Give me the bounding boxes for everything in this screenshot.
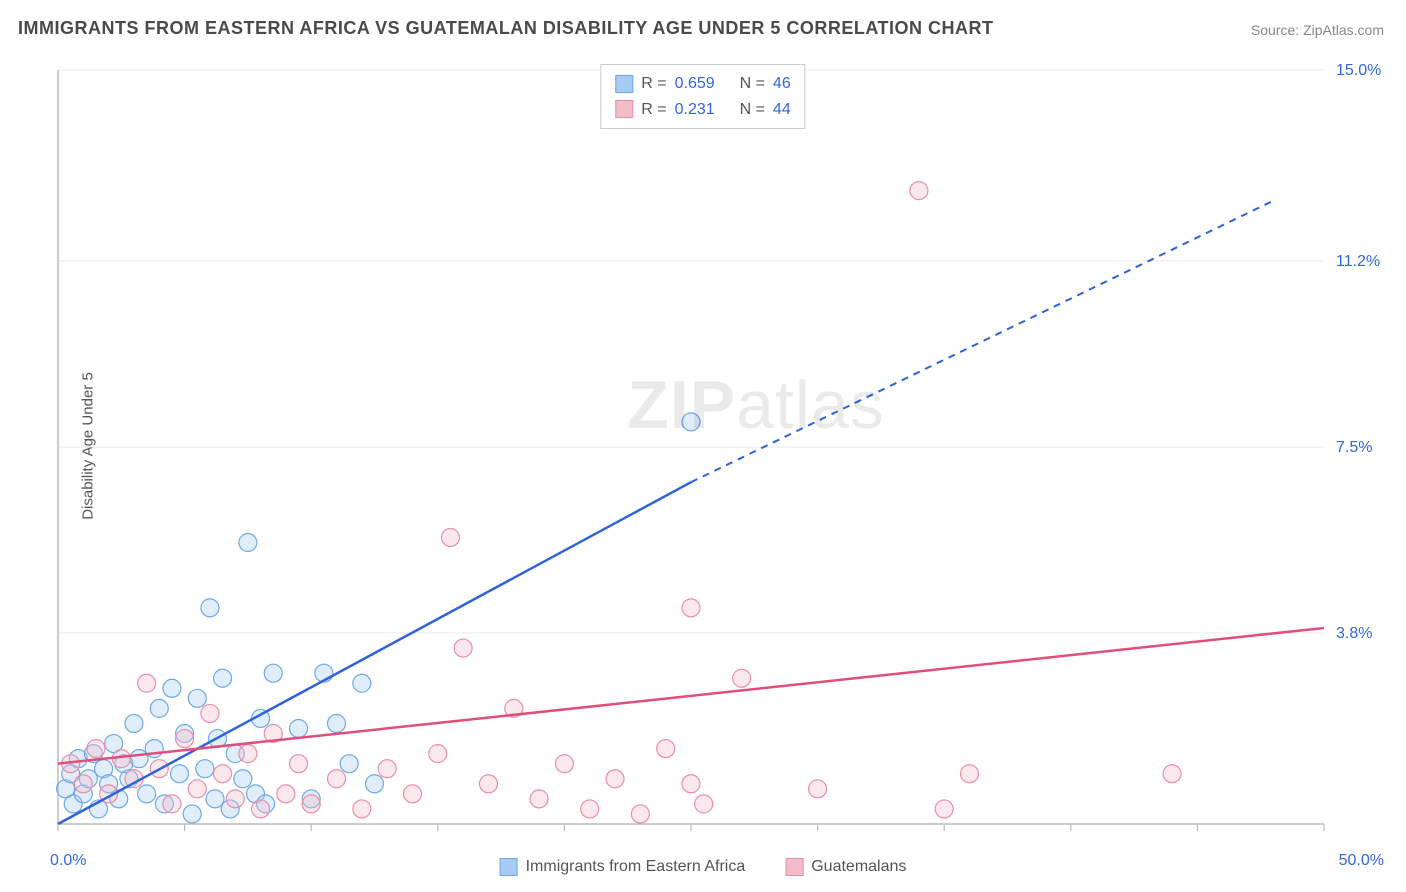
correlation-legend: R = 0.659 N = 46 R = 0.231 N = 44 <box>600 64 805 129</box>
legend-item-eastern-africa: Immigrants from Eastern Africa <box>500 858 746 876</box>
series-legend: Immigrants from Eastern Africa Guatemala… <box>500 858 907 876</box>
source-attribution: Source: ZipAtlas.com <box>1251 22 1384 38</box>
legend-label: Immigrants from Eastern Africa <box>526 858 746 876</box>
n-value: 44 <box>773 97 791 123</box>
legend-item-guatemalans: Guatemalans <box>785 858 906 876</box>
scatter-plot: 3.8% 7.5% 11.2% 15.0% <box>48 60 1384 844</box>
r-label: R = <box>641 97 666 123</box>
n-value: 46 <box>773 71 791 97</box>
svg-text:11.2%: 11.2% <box>1336 253 1380 270</box>
legend-label: Guatemalans <box>811 858 906 876</box>
swatch-eastern-africa <box>615 75 633 93</box>
n-label: N = <box>740 71 765 97</box>
chart-area: 3.8%7.5%11.2%15.0% ZIPatlas <box>48 60 1384 844</box>
r-value: 0.231 <box>675 97 715 123</box>
swatch-guatemalans <box>615 100 633 118</box>
source-prefix: Source: <box>1251 22 1303 38</box>
svg-text:15.0%: 15.0% <box>1336 62 1381 79</box>
swatch-eastern-africa <box>500 858 518 876</box>
n-label: N = <box>740 97 765 123</box>
swatch-guatemalans <box>785 858 803 876</box>
legend-row-eastern-africa: R = 0.659 N = 46 <box>615 71 790 97</box>
source-name: ZipAtlas.com <box>1303 22 1384 38</box>
svg-text:7.5%: 7.5% <box>1336 439 1372 456</box>
r-value: 0.659 <box>675 71 715 97</box>
svg-text:3.8%: 3.8% <box>1336 625 1372 642</box>
chart-title: IMMIGRANTS FROM EASTERN AFRICA VS GUATEM… <box>18 18 994 39</box>
x-axis-start-label: 0.0% <box>50 852 86 870</box>
legend-row-guatemalans: R = 0.231 N = 44 <box>615 97 790 123</box>
r-label: R = <box>641 71 666 97</box>
x-axis-end-label: 50.0% <box>1339 852 1384 870</box>
